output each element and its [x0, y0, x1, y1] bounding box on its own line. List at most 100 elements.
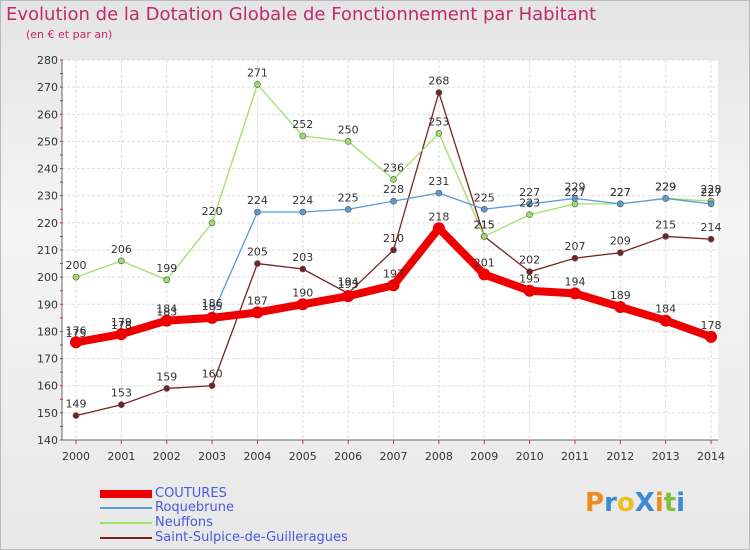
data-label: 193	[338, 278, 359, 291]
data-point	[614, 301, 627, 313]
legend-swatch	[100, 506, 152, 509]
data-label: 190	[292, 286, 313, 299]
data-point	[208, 382, 216, 390]
data-label: 228	[701, 183, 722, 196]
y-tick-label: 280	[37, 54, 58, 67]
x-tick-label: 2004	[243, 450, 271, 463]
data-point	[344, 205, 352, 213]
legend-label: COUTURES	[155, 486, 227, 501]
y-tick-label: 220	[37, 217, 58, 230]
data-label: 227	[610, 186, 631, 199]
data-label: 175	[66, 327, 87, 340]
data-label: 209	[610, 235, 631, 248]
y-tick-label: 150	[37, 407, 58, 420]
data-point	[478, 268, 491, 281]
data-point	[299, 132, 307, 140]
y-tick-label: 270	[37, 81, 58, 94]
data-point	[299, 265, 307, 273]
data-point	[387, 279, 400, 292]
data-point	[254, 260, 261, 267]
data-point	[118, 401, 125, 409]
data-label: 206	[111, 243, 132, 256]
data-label: 153	[111, 387, 132, 400]
data-point	[568, 287, 581, 300]
legend-swatch	[100, 521, 152, 524]
x-tick-label: 2001	[107, 450, 135, 463]
data-label: 195	[519, 273, 540, 286]
y-tick-label: 190	[37, 298, 58, 311]
data-point	[526, 200, 533, 208]
data-point	[251, 306, 264, 319]
proxiti-logo: ProXiti	[585, 488, 685, 518]
data-label: 183	[156, 305, 177, 318]
data-label: 187	[247, 294, 268, 307]
legend-label: Saint-Sulpice-de-Guilleragues	[155, 530, 348, 545]
data-point	[344, 138, 352, 145]
data-point	[435, 189, 443, 197]
data-point	[390, 246, 397, 254]
x-tick-label: 2013	[652, 450, 680, 463]
data-label: 203	[292, 251, 313, 264]
y-tick-label: 200	[37, 271, 58, 284]
data-point	[296, 298, 309, 311]
data-point	[435, 129, 443, 137]
data-point	[617, 249, 624, 257]
x-tick-label: 2003	[198, 450, 226, 463]
data-label: 229	[564, 180, 585, 193]
data-label: 186	[202, 297, 223, 310]
data-point	[526, 211, 533, 219]
data-point	[72, 273, 80, 281]
data-label: 223	[519, 197, 540, 210]
x-tick-label: 2011	[561, 450, 589, 463]
data-label: 194	[564, 275, 585, 288]
x-tick-label: 2000	[62, 450, 90, 463]
x-tick-label: 2007	[380, 450, 408, 463]
data-label: 224	[247, 194, 268, 207]
data-point	[118, 257, 125, 265]
x-tick-label: 2005	[289, 450, 317, 463]
y-tick-label: 250	[37, 135, 58, 148]
data-point	[254, 81, 261, 88]
data-point	[571, 195, 579, 202]
x-tick-label: 2010	[516, 450, 544, 463]
legend-swatch	[100, 536, 152, 539]
data-label: 179	[111, 316, 132, 329]
data-label: 149	[66, 398, 87, 411]
logo-letter: X	[634, 488, 655, 518]
data-label: 194	[338, 275, 359, 288]
x-tick-label: 2012	[606, 450, 634, 463]
data-label: 225	[474, 191, 495, 204]
data-label: 202	[519, 254, 540, 267]
x-tick-label: 2006	[334, 450, 362, 463]
data-label: 178	[701, 319, 722, 332]
data-point	[160, 314, 173, 327]
data-point	[705, 330, 718, 343]
data-label: 215	[474, 218, 495, 231]
y-tick-label: 230	[37, 190, 58, 203]
data-label: 253	[428, 115, 449, 128]
data-point	[72, 412, 80, 419]
data-point	[163, 385, 171, 392]
data-label: 227	[519, 186, 540, 199]
data-label: 184	[156, 303, 177, 316]
y-tick-label: 170	[37, 353, 58, 366]
data-point	[342, 290, 355, 303]
data-label: 215	[474, 218, 495, 231]
x-tick-label: 2014	[697, 450, 725, 463]
x-tick-label: 2008	[425, 450, 453, 463]
data-label: 185	[202, 300, 223, 313]
data-label: 250	[338, 123, 359, 136]
legend-label: Neuffons	[155, 515, 213, 530]
data-label: 199	[156, 262, 177, 275]
data-label: 189	[610, 289, 631, 302]
data-label: 184	[655, 303, 676, 316]
legend-item: Roquebrune	[100, 500, 234, 515]
x-tick-label: 2002	[153, 450, 181, 463]
data-label: 224	[292, 194, 313, 207]
chart-subtitle: (en € et par an)	[26, 28, 113, 41]
y-tick-label: 240	[37, 163, 58, 176]
data-point	[480, 233, 488, 240]
legend-label: Roquebrune	[155, 500, 234, 515]
data-point	[659, 314, 672, 327]
